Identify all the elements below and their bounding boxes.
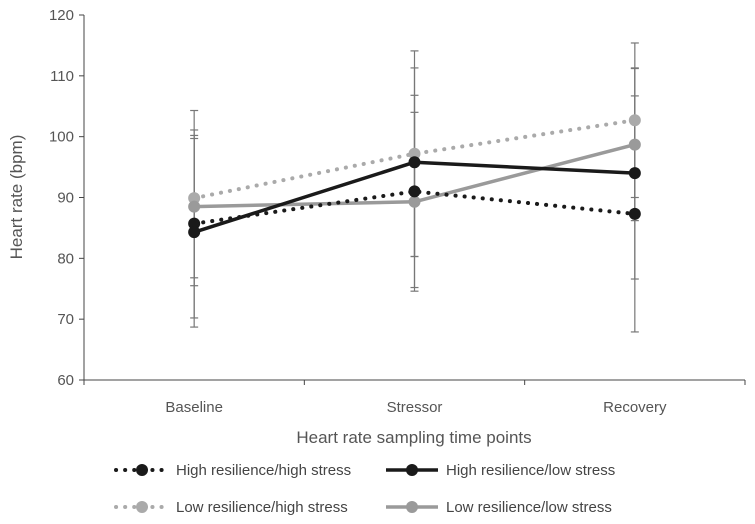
data-point — [628, 114, 641, 127]
y-tick-label: 110 — [50, 68, 74, 85]
series-line — [192, 189, 637, 226]
y-tick-label: 100 — [49, 129, 74, 146]
legend-label: Low resilience/low stress — [446, 499, 612, 516]
data-point — [628, 207, 641, 220]
legend-label: High resilience/low stress — [446, 462, 615, 479]
y-tick-label: 70 — [57, 311, 74, 328]
axes: 60 70 80 90 100 110 120 Baseline Stressor Recover… — [49, 7, 746, 416]
legend-swatch-marker — [136, 464, 148, 476]
data-point — [628, 167, 641, 180]
y-tick-label: 90 — [57, 190, 74, 207]
legend-item: High resilience/high stress — [114, 462, 351, 479]
legend-item: High resilience/low stress — [386, 462, 615, 479]
data-point — [408, 156, 421, 169]
data-point — [188, 217, 201, 230]
legend-label: High resilience/high stress — [176, 462, 351, 479]
legend-item: Low resilience/high stress — [114, 499, 348, 516]
data-point — [408, 185, 421, 198]
legend-swatch-marker — [136, 501, 148, 513]
x-tick-label: Recovery — [603, 399, 667, 416]
legend-label: Low resilience/high stress — [176, 499, 348, 516]
legend: High resilience/high stress High resilien… — [114, 462, 615, 516]
x-tick-label: Stressor — [387, 399, 443, 416]
x-axis-title: Heart rate sampling time points — [296, 428, 531, 447]
x-tick-label: Baseline — [165, 399, 223, 416]
y-axis-title: Heart rate (bpm) — [7, 135, 26, 260]
data-points — [188, 114, 641, 239]
y-tick-label: 120 — [49, 7, 74, 24]
y-tick-label: 80 — [57, 250, 74, 267]
data-point — [628, 138, 641, 151]
data-point — [188, 226, 201, 239]
legend-swatch-marker — [406, 464, 418, 476]
data-point — [408, 147, 421, 160]
legend-item: Low resilience/low stress — [386, 499, 612, 516]
data-point — [408, 195, 421, 208]
data-point — [188, 192, 201, 205]
series-line — [192, 118, 637, 201]
y-tick-label: 60 — [57, 372, 74, 389]
data-point — [188, 200, 201, 213]
legend-swatch-marker — [406, 501, 418, 513]
